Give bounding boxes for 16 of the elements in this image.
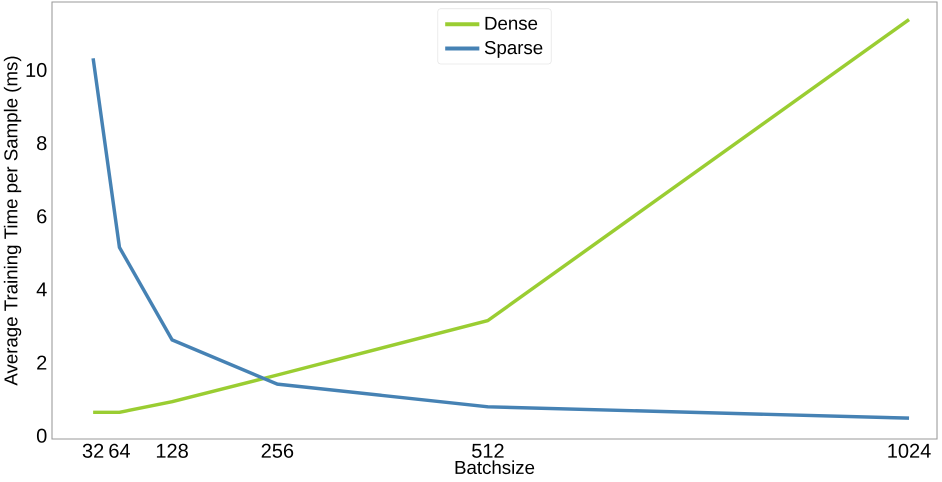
x-tick-label: 64	[109, 444, 130, 458]
y-tick-label: 6	[37, 209, 46, 224]
x-axis-title: Batchsize	[456, 460, 534, 474]
x-tick-label: 128	[156, 444, 188, 458]
y-tick-label: 4	[36, 282, 47, 296]
y-tick-label: 10	[26, 62, 46, 78]
x-tick-label: 512	[472, 444, 504, 458]
y-tick-label: 2	[37, 356, 46, 370]
x-tick-label: 256	[262, 444, 294, 458]
legend-label: Dense	[486, 16, 538, 30]
y-tick-label: 0	[36, 428, 46, 443]
x-tick-label: 1024	[888, 444, 931, 458]
legend-label: Sparse	[484, 40, 542, 58]
y-axis-title: Average Training Time per Sample (ms)	[4, 56, 22, 386]
x-tick-label: 32	[82, 444, 104, 458]
y-tick-label: 8	[37, 136, 46, 150]
